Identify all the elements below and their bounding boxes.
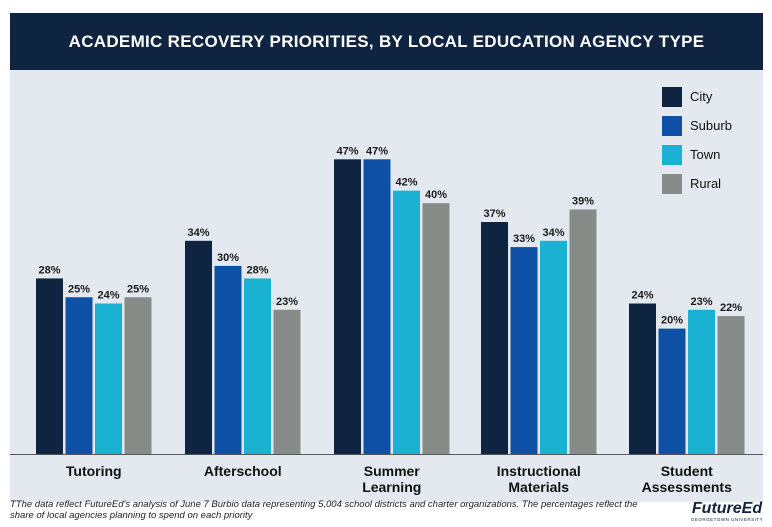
bar-city-3 (481, 222, 508, 454)
category-label: Tutoring (66, 463, 122, 479)
data-label: 47% (366, 145, 388, 157)
legend-item-rural: Rural (662, 169, 742, 198)
data-label: 39% (572, 195, 594, 207)
bar-town-0 (95, 303, 122, 454)
data-label: 37% (483, 208, 505, 220)
bar-town-2 (393, 190, 420, 454)
bar-rural-3 (569, 209, 597, 454)
bar-suburb-3 (510, 247, 538, 454)
data-label: 23% (690, 296, 712, 308)
data-label: 28% (38, 264, 60, 276)
legend-label: Rural (690, 176, 722, 191)
bar-city-1 (185, 240, 212, 454)
chart-title: ACADEMIC RECOVERY PRIORITIES, BY LOCAL E… (68, 31, 705, 51)
legend-label: Suburb (690, 118, 732, 133)
category-label: Instructional Materials (497, 463, 581, 495)
legend-item-suburb: Suburb (662, 111, 742, 140)
data-label: 42% (395, 177, 417, 189)
bar-suburb-0 (65, 297, 93, 454)
logo-subtitle: GEORGETOWN UNIVERSITY (690, 517, 764, 522)
legend-swatch (662, 144, 682, 165)
bar-city-2 (334, 159, 361, 454)
data-label: 33% (513, 233, 535, 245)
data-label: 24% (97, 290, 119, 302)
legend-swatch (662, 86, 682, 107)
bar-rural-0 (124, 297, 152, 454)
bar-rural-4 (717, 316, 745, 454)
category-label: Summer Learning (362, 463, 421, 495)
legend-label: City (690, 89, 713, 104)
data-label: 24% (631, 290, 653, 302)
bar-city-4 (629, 303, 656, 454)
bar-town-3 (540, 240, 567, 454)
logo-wordmark: FutureEd (691, 500, 763, 517)
data-label: 40% (425, 189, 447, 201)
legend-swatch (662, 115, 682, 136)
bar-suburb-4 (658, 328, 686, 454)
footnote: TThe data reflect FutureEd's analysis of… (10, 499, 638, 521)
futureed-logo: FutureEd GEORGETOWN UNIVERSITY (690, 501, 764, 523)
bar-rural-1 (273, 309, 301, 454)
legend-item-town: Town (662, 140, 742, 169)
data-label: 25% (127, 283, 149, 295)
bar-town-1 (244, 278, 271, 454)
bar-suburb-1 (214, 265, 242, 454)
category-label: Student Assessments (642, 463, 732, 495)
chart-header: ACADEMIC RECOVERY PRIORITIES, BY LOCAL E… (10, 13, 763, 70)
data-label: 47% (336, 145, 358, 157)
data-label: 23% (276, 296, 298, 308)
bar-city-0 (36, 278, 63, 454)
data-label: 34% (187, 227, 209, 239)
data-label: 28% (246, 264, 268, 276)
legend-item-city: City (662, 82, 742, 111)
data-label: 20% (661, 315, 683, 327)
bar-suburb-2 (363, 159, 391, 454)
data-label: 22% (720, 302, 742, 314)
category-label: Afterschool (204, 463, 282, 479)
bar-town-4 (688, 309, 715, 454)
bar-chart: 28% 25% 24% 25% Tutoring 34% 30% 28% 23% Aftersch… (10, 145, 763, 495)
data-label: 25% (68, 283, 90, 295)
legend: City Suburb Town Rural (662, 82, 742, 198)
data-label: 34% (542, 227, 564, 239)
legend-swatch (662, 173, 682, 194)
legend-label: Town (690, 147, 721, 162)
bar-rural-2 (422, 203, 450, 454)
data-label: 30% (217, 252, 239, 264)
